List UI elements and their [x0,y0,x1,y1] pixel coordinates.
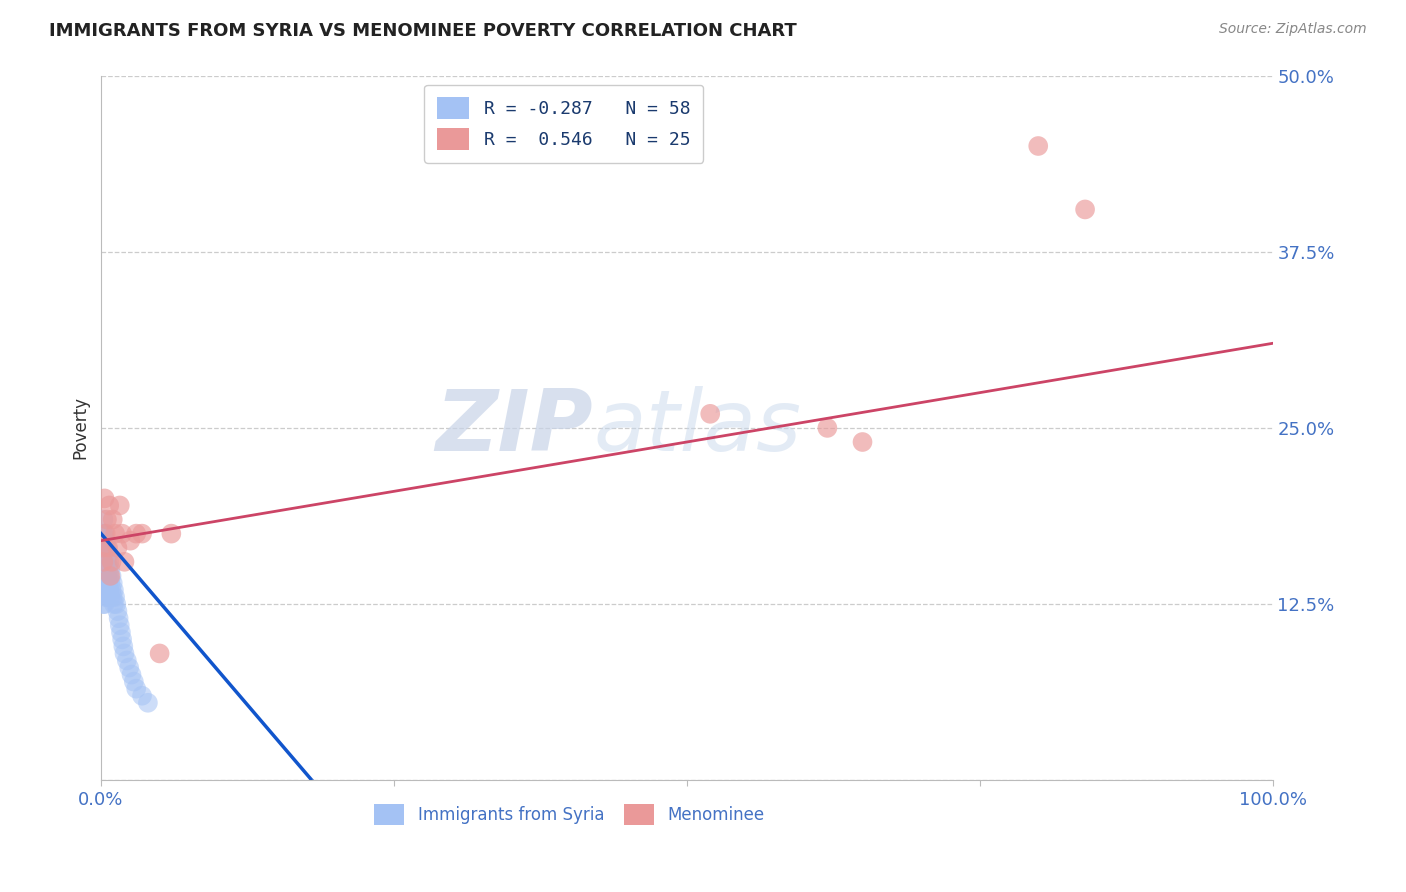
Point [101,576,124,591]
Point [131,526,153,541]
Point [93,541,115,555]
Point [93,555,115,569]
Point [125,526,148,541]
Point [1074,202,1097,217]
Point [93,491,115,506]
Point [107,611,129,625]
Point [115,653,138,667]
Point [93,541,115,555]
Point [114,555,136,569]
Point [107,604,129,618]
Point [112,640,135,654]
Point [111,632,134,647]
Point [93,582,115,597]
Point [1026,139,1049,153]
Point [100,555,122,569]
Point [120,533,142,548]
Point [101,590,124,604]
Point [98,569,121,583]
Point [97,548,120,562]
Point [101,512,124,526]
Point [96,590,118,604]
Point [100,582,122,597]
Point [96,541,118,555]
Point [103,582,125,597]
Point [851,435,873,450]
Point [122,674,145,689]
Point [136,696,159,710]
Point [125,681,148,696]
Y-axis label: Poverty: Poverty [72,396,89,459]
Point [98,582,121,597]
Point [121,667,143,681]
Point [104,526,127,541]
Point [91,526,114,541]
Point [94,548,117,562]
Point [94,533,117,548]
Point [93,526,115,541]
Point [108,499,131,513]
Point [94,576,117,591]
Point [160,526,183,541]
Point [93,555,115,569]
Point [98,555,121,569]
Point [699,407,721,421]
Point [118,660,141,674]
Point [91,555,114,569]
Point [110,625,132,640]
Point [96,512,118,526]
Point [94,590,117,604]
Point [91,582,114,597]
Point [96,555,118,569]
Text: ZIP: ZIP [436,386,593,469]
Point [93,526,115,541]
Text: IMMIGRANTS FROM SYRIA VS MENOMINEE POVERTY CORRELATION CHART: IMMIGRANTS FROM SYRIA VS MENOMINEE POVER… [49,22,797,40]
Point [94,562,117,576]
Point [108,618,131,632]
Point [98,499,121,513]
Point [111,526,134,541]
Point [104,590,127,604]
Point [100,569,122,583]
Point [100,590,122,604]
Text: atlas: atlas [593,386,801,469]
Point [103,597,125,611]
Point [100,562,122,576]
Point [93,555,115,569]
Legend: Immigrants from Syria, Menominee: Immigrants from Syria, Menominee [374,805,765,825]
Point [93,597,115,611]
Point [93,597,115,611]
Point [93,569,115,583]
Point [91,569,114,583]
Point [91,541,114,555]
Point [94,526,117,541]
Point [97,576,120,591]
Point [91,541,114,555]
Point [100,569,122,583]
Point [131,689,153,703]
Point [93,569,115,583]
Point [815,421,838,435]
Point [96,569,118,583]
Point [114,647,136,661]
Point [97,541,120,555]
Point [107,541,129,555]
Point [97,562,120,576]
Point [93,582,115,597]
Point [149,647,172,661]
Point [100,576,122,591]
Text: Source: ZipAtlas.com: Source: ZipAtlas.com [1219,22,1367,37]
Point [93,512,115,526]
Point [105,597,128,611]
